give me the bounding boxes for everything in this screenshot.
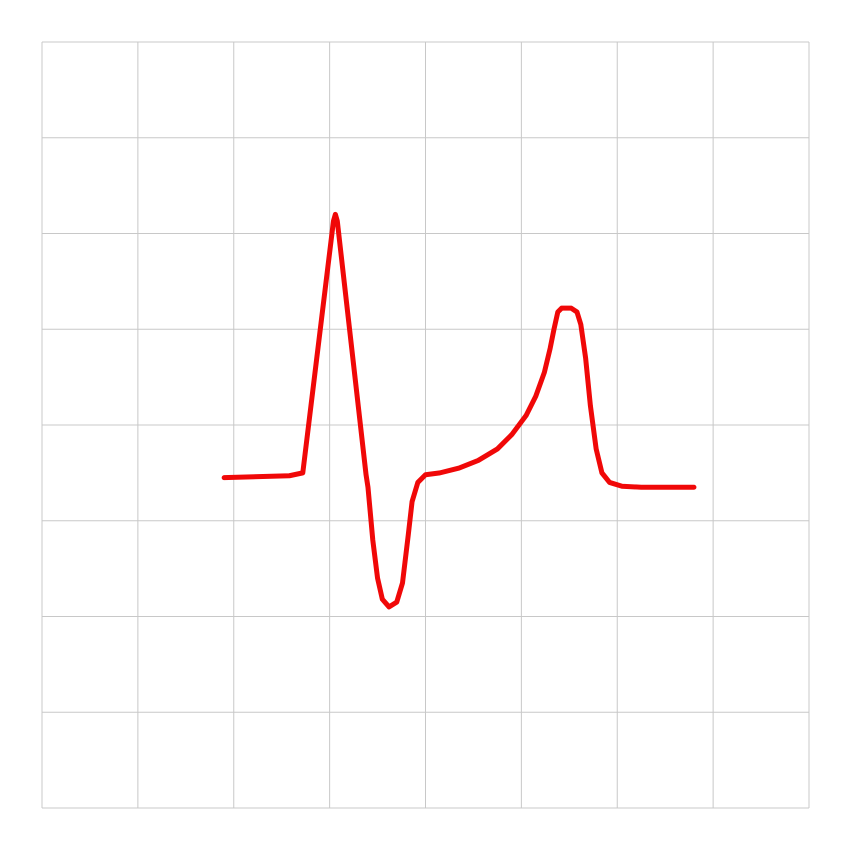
chart-svg — [0, 0, 851, 850]
ecg-chart — [0, 0, 851, 850]
